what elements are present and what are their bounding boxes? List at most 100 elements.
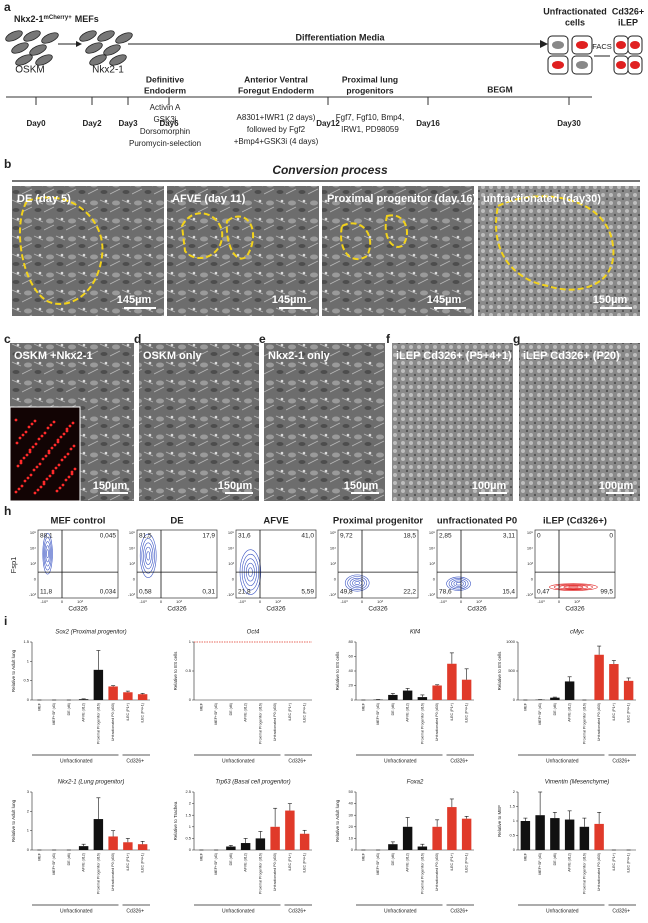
day-label: Day3 (118, 119, 138, 128)
group-label: Cd326+ (612, 758, 630, 764)
x-tick-label: iLEC (P4+1) (465, 703, 469, 723)
cell-icon (630, 61, 640, 69)
fluorescent-cell (42, 458, 45, 461)
y-tick-label: 10³ (228, 561, 234, 566)
quadrant-value: 0 (537, 533, 541, 540)
axis-title: Cd326 (565, 606, 585, 613)
quadrant-value: 31,6 (238, 533, 251, 540)
image-label: iLEP Cd326+ (P20) (523, 350, 620, 362)
bar (388, 844, 397, 850)
quadrant-value: 78,6 (439, 589, 452, 596)
cell-icon (552, 41, 564, 49)
x-tick-label: DE (d6) (391, 703, 395, 715)
y-tick-label: 10⁵ (429, 530, 435, 535)
fluorescent-cell (55, 467, 58, 470)
micrograph (264, 343, 385, 501)
quadrant-value: 18,5 (403, 533, 416, 540)
plot-title: MEF control (51, 516, 106, 527)
fluorescent-cell (72, 422, 75, 425)
chart-title: Trp63 (Basal cell progenitor) (215, 780, 290, 786)
bar (123, 692, 132, 700)
quadrant-value: 17,9 (202, 533, 215, 540)
bar (550, 818, 559, 850)
fluorescent-cell (52, 470, 55, 473)
facs-label: FACS (592, 42, 612, 51)
stage-heading: Endoderm (144, 85, 186, 95)
bar (226, 847, 235, 850)
cell-icon (576, 61, 588, 69)
cell-icon (10, 41, 30, 56)
x-tick-label: MEF+SF (d3) (214, 853, 218, 875)
bar (565, 820, 574, 850)
group-label: Cd326+ (126, 908, 144, 914)
y-tick-label: 1.5 (509, 804, 515, 809)
y-tick-label: 0.5 (509, 833, 515, 838)
x-tick-label: Proximal Progenitor (d16) (96, 853, 100, 894)
fluorescent-cell (67, 453, 70, 456)
fluorescent-cell (59, 487, 62, 490)
axis-title: Cd326 (467, 606, 487, 613)
quadrant-value: 0,045 (100, 533, 117, 540)
chart-title: Foxa2 (407, 780, 424, 786)
image-label: Nkx2-1 only (268, 350, 331, 362)
quadrant-value: 15,4 (502, 589, 515, 596)
y-tick-label: 10⁵ (527, 530, 533, 535)
bar (418, 847, 427, 850)
x-tick-label: Unfractionated P0 (d30) (111, 703, 115, 741)
axis-title: Relative to ES cells (335, 651, 340, 691)
group-label: Cd326+ (288, 758, 306, 764)
day-label: Day30 (557, 119, 581, 128)
y-tick-label: 10⁴ (129, 546, 135, 551)
stage-detail: A8301+IWR1 (2 days) (237, 113, 316, 122)
x-tick-label: 10³ (476, 599, 482, 604)
axis-title: Cd326 (266, 606, 286, 613)
bar (79, 846, 88, 850)
fluorescent-cell (23, 457, 26, 460)
stage-detail: Dorsomorphin (140, 127, 190, 136)
x-tick-label: iLEC (P4+1) (141, 703, 145, 723)
bar (94, 819, 103, 850)
x-tick-label: 10³ (77, 599, 83, 604)
scale-label: 145µm (272, 294, 307, 306)
cell-icon (552, 61, 564, 69)
stage-heading: Definitive (146, 74, 185, 84)
group-label: Unfractionated (546, 758, 579, 764)
y-tick-label: 0 (531, 577, 534, 582)
x-tick-label: AFVE (d12) (568, 853, 572, 872)
fluorescent-cell (49, 475, 52, 478)
quadrant-value: 41,0 (301, 533, 314, 540)
y-tick-label: 0 (433, 577, 436, 582)
x-tick-label: Proximal Progenitor (d16) (420, 853, 424, 894)
fluorescent-cell (64, 456, 67, 459)
y-tick-label: 40 (349, 801, 354, 806)
y-tick-label: 0 (133, 577, 136, 582)
y-tick-label: 40 (349, 668, 354, 673)
fluorescent-cell (21, 485, 24, 488)
x-tick-label: MEF (361, 702, 365, 710)
bar (285, 811, 294, 850)
axis-title: Relative to Adult lung (335, 799, 340, 842)
y-tick-label: 10 (349, 835, 354, 840)
fluorescent-cell (37, 489, 40, 492)
fluorescent-cell (34, 492, 37, 495)
bar (79, 699, 88, 700)
fluorescent-cell (22, 434, 25, 437)
fluorescent-cell (46, 478, 49, 481)
fluorescent-cell (41, 435, 44, 438)
plot-title: DE (170, 516, 183, 527)
fluorescent-cell (15, 419, 18, 422)
y-tick-label: 0 (351, 697, 354, 702)
y-tick-label: 10⁵ (30, 530, 36, 535)
bar (432, 827, 441, 850)
group-label: Cd326+ (450, 908, 468, 914)
scale-label: 145µm (427, 294, 462, 306)
fluorescent-cell (56, 490, 59, 493)
cell-icon (4, 29, 24, 44)
x-tick-label: -10³ (139, 599, 147, 604)
stage-heading: Foregut Endoderm (238, 85, 314, 95)
x-tick-label: iLEC (P1+) (450, 853, 454, 871)
panel-letter: f (386, 332, 391, 346)
axis-title: Relative to Adult lung (11, 649, 16, 692)
bar (535, 815, 544, 850)
y-tick-label: 0 (351, 847, 354, 852)
